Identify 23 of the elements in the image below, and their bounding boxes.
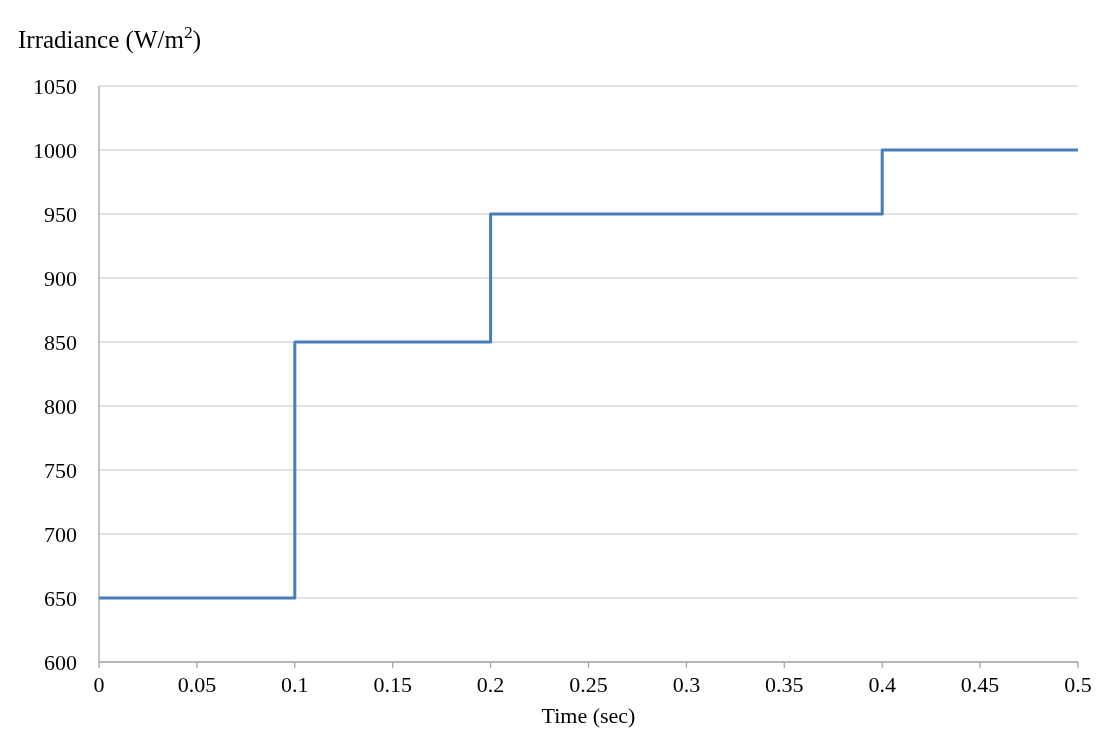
y-tick-label: 1000 xyxy=(33,138,77,163)
y-axis-title: Irradiance (W/m$^{2}$) xyxy=(18,22,201,54)
x-tick-label: 0.25 xyxy=(569,672,608,697)
y-tick-label: 750 xyxy=(44,458,77,483)
x-tick-label: 0.45 xyxy=(960,672,1000,697)
y-tick-label: 950 xyxy=(44,202,77,227)
x-tick-label: 0.2 xyxy=(476,672,505,697)
y-tick-label: 800 xyxy=(44,394,77,419)
y-tick-label: 650 xyxy=(44,586,77,611)
y-tick-label: 1050 xyxy=(33,74,77,99)
y-tick-label: 850 xyxy=(44,330,77,355)
x-tick-label: 0.3 xyxy=(672,672,701,697)
y-tick-label: 900 xyxy=(44,266,77,291)
x-tick-label: 0.15 xyxy=(373,672,412,697)
x-tick-label: 0.1 xyxy=(281,672,309,697)
x-axis-title: Time (sec) xyxy=(541,703,636,728)
x-tick-label: 0.4 xyxy=(868,672,896,697)
y-tick-label: 600 xyxy=(44,650,77,675)
x-tick-label: 0.35 xyxy=(765,672,804,697)
x-tick-label: 0 xyxy=(93,672,105,697)
y-tick-label: 700 xyxy=(44,522,77,547)
x-tick-label: 0.05 xyxy=(177,672,217,697)
x-tick-label: 0.5 xyxy=(1064,672,1092,697)
